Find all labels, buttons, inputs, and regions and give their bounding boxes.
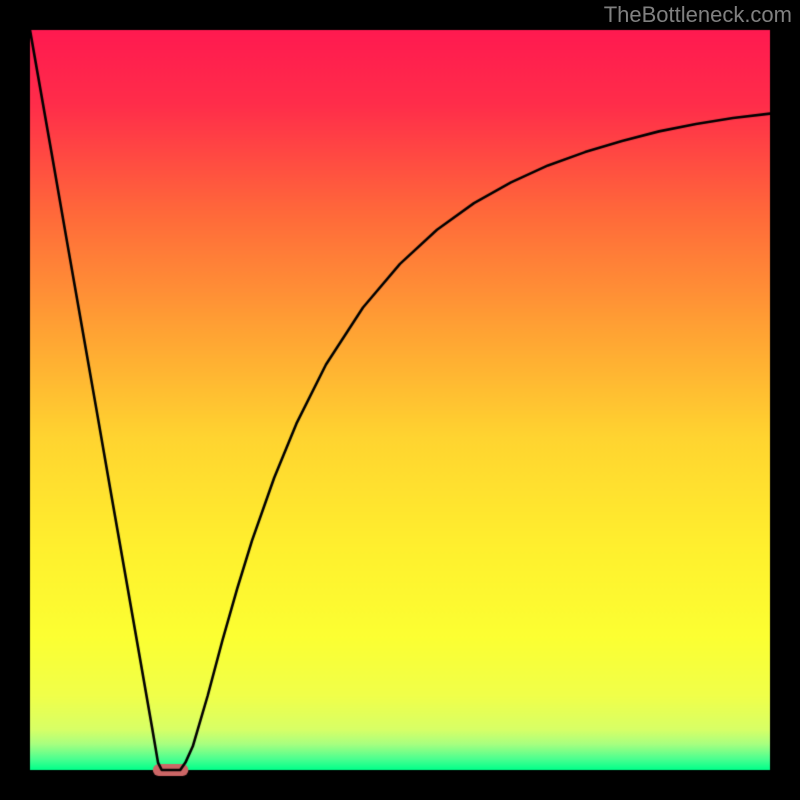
- chart-stage: TheBottleneck.com: [0, 0, 800, 800]
- watermark-text: TheBottleneck.com: [604, 2, 792, 28]
- bottleneck-chart-canvas: [0, 0, 800, 800]
